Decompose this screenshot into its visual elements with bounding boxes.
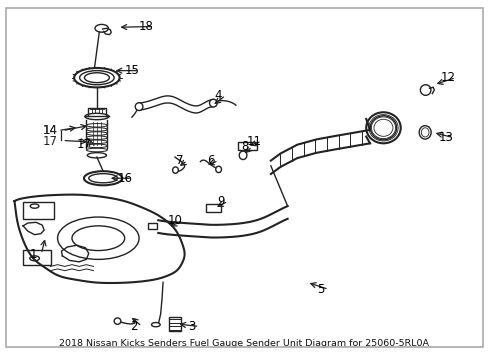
Text: 2018 Nissan Kicks Senders Fuel Gauge Sender Unit Diagram for 25060-5RL0A: 2018 Nissan Kicks Senders Fuel Gauge Sen…: [60, 338, 428, 348]
Ellipse shape: [172, 167, 178, 173]
Polygon shape: [23, 222, 44, 235]
Text: 6: 6: [207, 154, 214, 167]
Ellipse shape: [151, 323, 160, 327]
Text: 1: 1: [30, 248, 37, 261]
Text: 17: 17: [76, 138, 91, 151]
Ellipse shape: [209, 99, 217, 107]
Text: 11: 11: [246, 135, 261, 148]
Text: 13: 13: [437, 131, 452, 144]
Bar: [23, 250, 51, 265]
Text: 4: 4: [214, 89, 222, 102]
Text: 8: 8: [240, 140, 248, 153]
Text: 5: 5: [317, 283, 324, 296]
Text: 14: 14: [43, 124, 58, 137]
Bar: [237, 142, 256, 150]
Ellipse shape: [215, 166, 221, 172]
Text: 15: 15: [124, 64, 139, 77]
Bar: [23, 202, 54, 219]
Bar: [169, 317, 181, 331]
Text: 18: 18: [139, 20, 153, 33]
Bar: [206, 204, 221, 212]
Ellipse shape: [135, 103, 142, 111]
Text: 9: 9: [216, 195, 224, 208]
Text: 3: 3: [188, 320, 195, 333]
Ellipse shape: [239, 151, 246, 159]
Bar: [147, 223, 157, 229]
Text: 10: 10: [167, 214, 182, 227]
Text: 14: 14: [43, 124, 58, 137]
Text: 16: 16: [117, 172, 132, 185]
Text: 7: 7: [176, 154, 183, 167]
Text: 2: 2: [130, 320, 138, 333]
Text: 17: 17: [43, 135, 58, 148]
Text: 12: 12: [440, 71, 455, 84]
Ellipse shape: [114, 318, 121, 324]
